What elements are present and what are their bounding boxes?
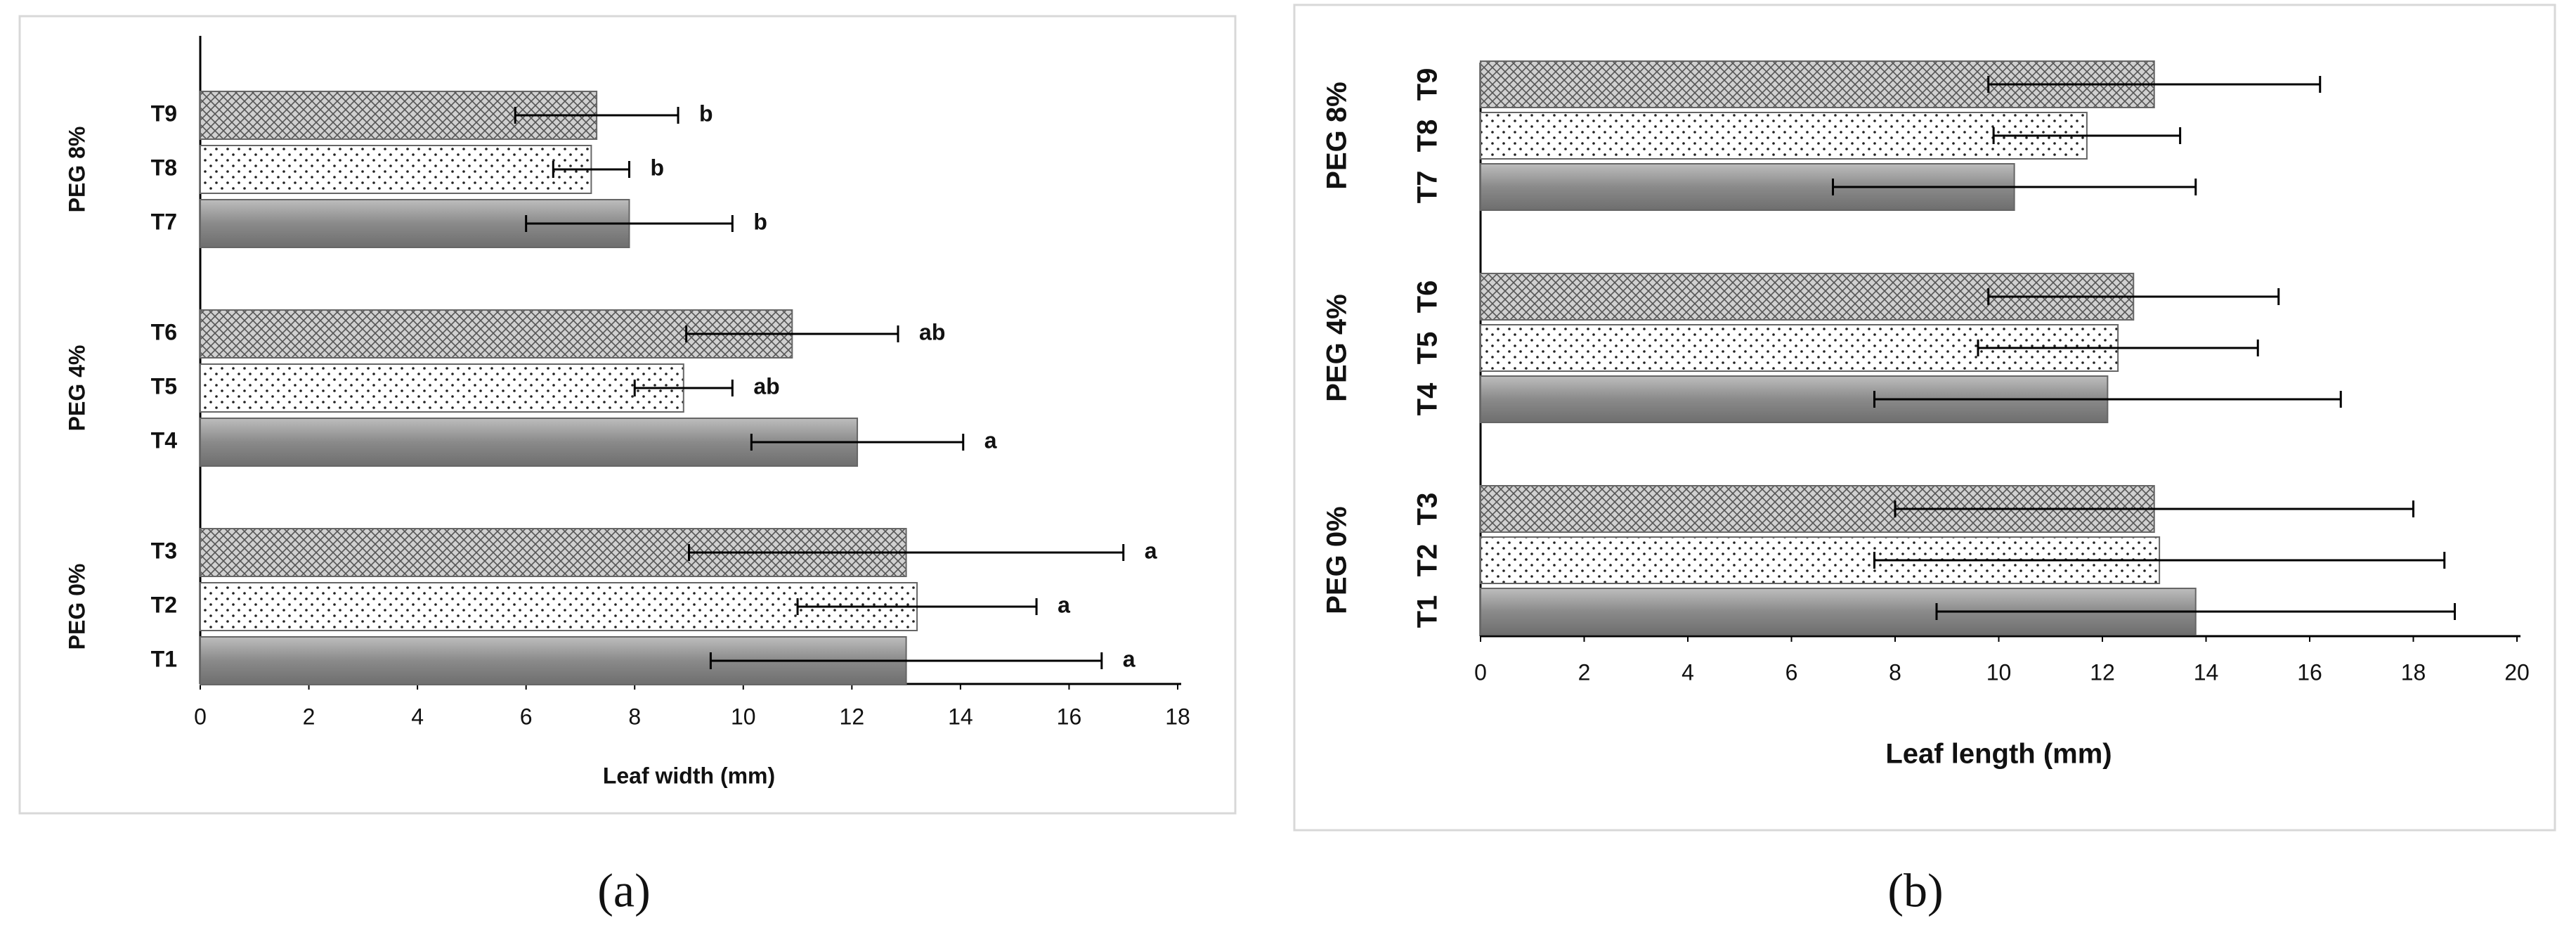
category-label: T7 (151, 209, 177, 234)
category-label: T5 (1412, 332, 1443, 365)
category-label: T9 (1412, 68, 1443, 101)
error-bar (750, 434, 965, 451)
category-label: T6 (1412, 280, 1443, 314)
x-tick-label: 18 (1165, 704, 1190, 729)
significance-letter: a (1058, 592, 1070, 617)
error-bar (1873, 552, 2446, 569)
error-bar (525, 215, 734, 232)
significance-letter: b (753, 209, 767, 234)
significance-letter: b (650, 155, 664, 180)
error-bar (796, 598, 1038, 615)
error-bar (514, 107, 679, 124)
x-tick-label: 20 (2504, 659, 2530, 685)
x-tick-label: 8 (628, 704, 641, 729)
x-tick-label: 6 (520, 704, 533, 729)
error-bar (688, 544, 1125, 561)
category-label: T3 (151, 538, 177, 563)
bar (200, 418, 859, 467)
x-tick-label: 2 (1578, 659, 1591, 685)
group-label: PEG 8% (64, 127, 89, 213)
error-bar (552, 161, 630, 178)
group-label: PEG 4% (64, 345, 89, 432)
category-label: T1 (151, 646, 177, 671)
error-bar (1873, 391, 2342, 408)
bar (200, 145, 592, 194)
x-tick-label: 0 (1474, 659, 1487, 685)
error-bar (1894, 500, 2414, 517)
error-bar (633, 380, 734, 396)
category-label: T4 (151, 427, 178, 453)
category-label: T1 (1412, 595, 1443, 628)
error-bar (1987, 288, 2280, 305)
significance-letter: a (1123, 646, 1136, 671)
x-tick-label: 10 (731, 704, 756, 729)
category-label: T4 (1412, 382, 1443, 415)
x-axis-label: Leaf length (mm) (1885, 739, 2112, 770)
category-label: T7 (1412, 171, 1443, 204)
group-label: PEG 4% (1322, 294, 1353, 401)
x-tick-label: 14 (948, 704, 973, 729)
significance-letter: b (699, 101, 713, 126)
significance-letter: a (1145, 538, 1157, 563)
category-label: T2 (151, 592, 177, 617)
x-axis-label: Leaf width (mm) (603, 763, 775, 788)
panel-caption: (a) (597, 864, 650, 917)
error-bar (1832, 179, 2197, 195)
category-label: T9 (151, 101, 177, 126)
group-label: PEG 0% (64, 564, 89, 650)
error-bar (1977, 340, 2259, 356)
x-tick-label: 16 (2297, 659, 2322, 685)
error-bar (1992, 127, 2182, 144)
error-bar (685, 325, 899, 342)
category-label: T5 (151, 373, 177, 399)
bar (1480, 112, 2088, 160)
x-tick-label: 2 (303, 704, 316, 729)
x-tick-label: 12 (2090, 659, 2115, 685)
x-tick-label: 18 (2401, 659, 2426, 685)
x-tick-label: 4 (411, 704, 424, 729)
bar (200, 363, 684, 413)
x-tick-label: 4 (1681, 659, 1694, 685)
error-bar (709, 652, 1103, 669)
error-bar (1987, 76, 2322, 93)
x-tick-label: 8 (1889, 659, 1901, 685)
x-tick-label: 10 (1986, 659, 2012, 685)
error-bar (1935, 603, 2456, 620)
category-label: T6 (151, 319, 177, 344)
significance-letter: ab (753, 373, 779, 399)
x-tick-label: 14 (2194, 659, 2219, 685)
group-label: PEG 8% (1322, 82, 1353, 189)
significance-letter: ab (919, 319, 945, 344)
category-label: T8 (1412, 120, 1443, 153)
category-label: T3 (1412, 493, 1443, 526)
category-label: T2 (1412, 544, 1443, 577)
x-tick-label: 12 (840, 704, 865, 729)
significance-letter: a (984, 427, 997, 453)
x-tick-label: 0 (194, 704, 207, 729)
group-label: PEG 0% (1322, 506, 1353, 614)
panel-caption: (b) (1887, 864, 1943, 917)
x-tick-label: 6 (1785, 659, 1798, 685)
x-tick-label: 16 (1057, 704, 1082, 729)
category-label: T8 (151, 155, 177, 180)
